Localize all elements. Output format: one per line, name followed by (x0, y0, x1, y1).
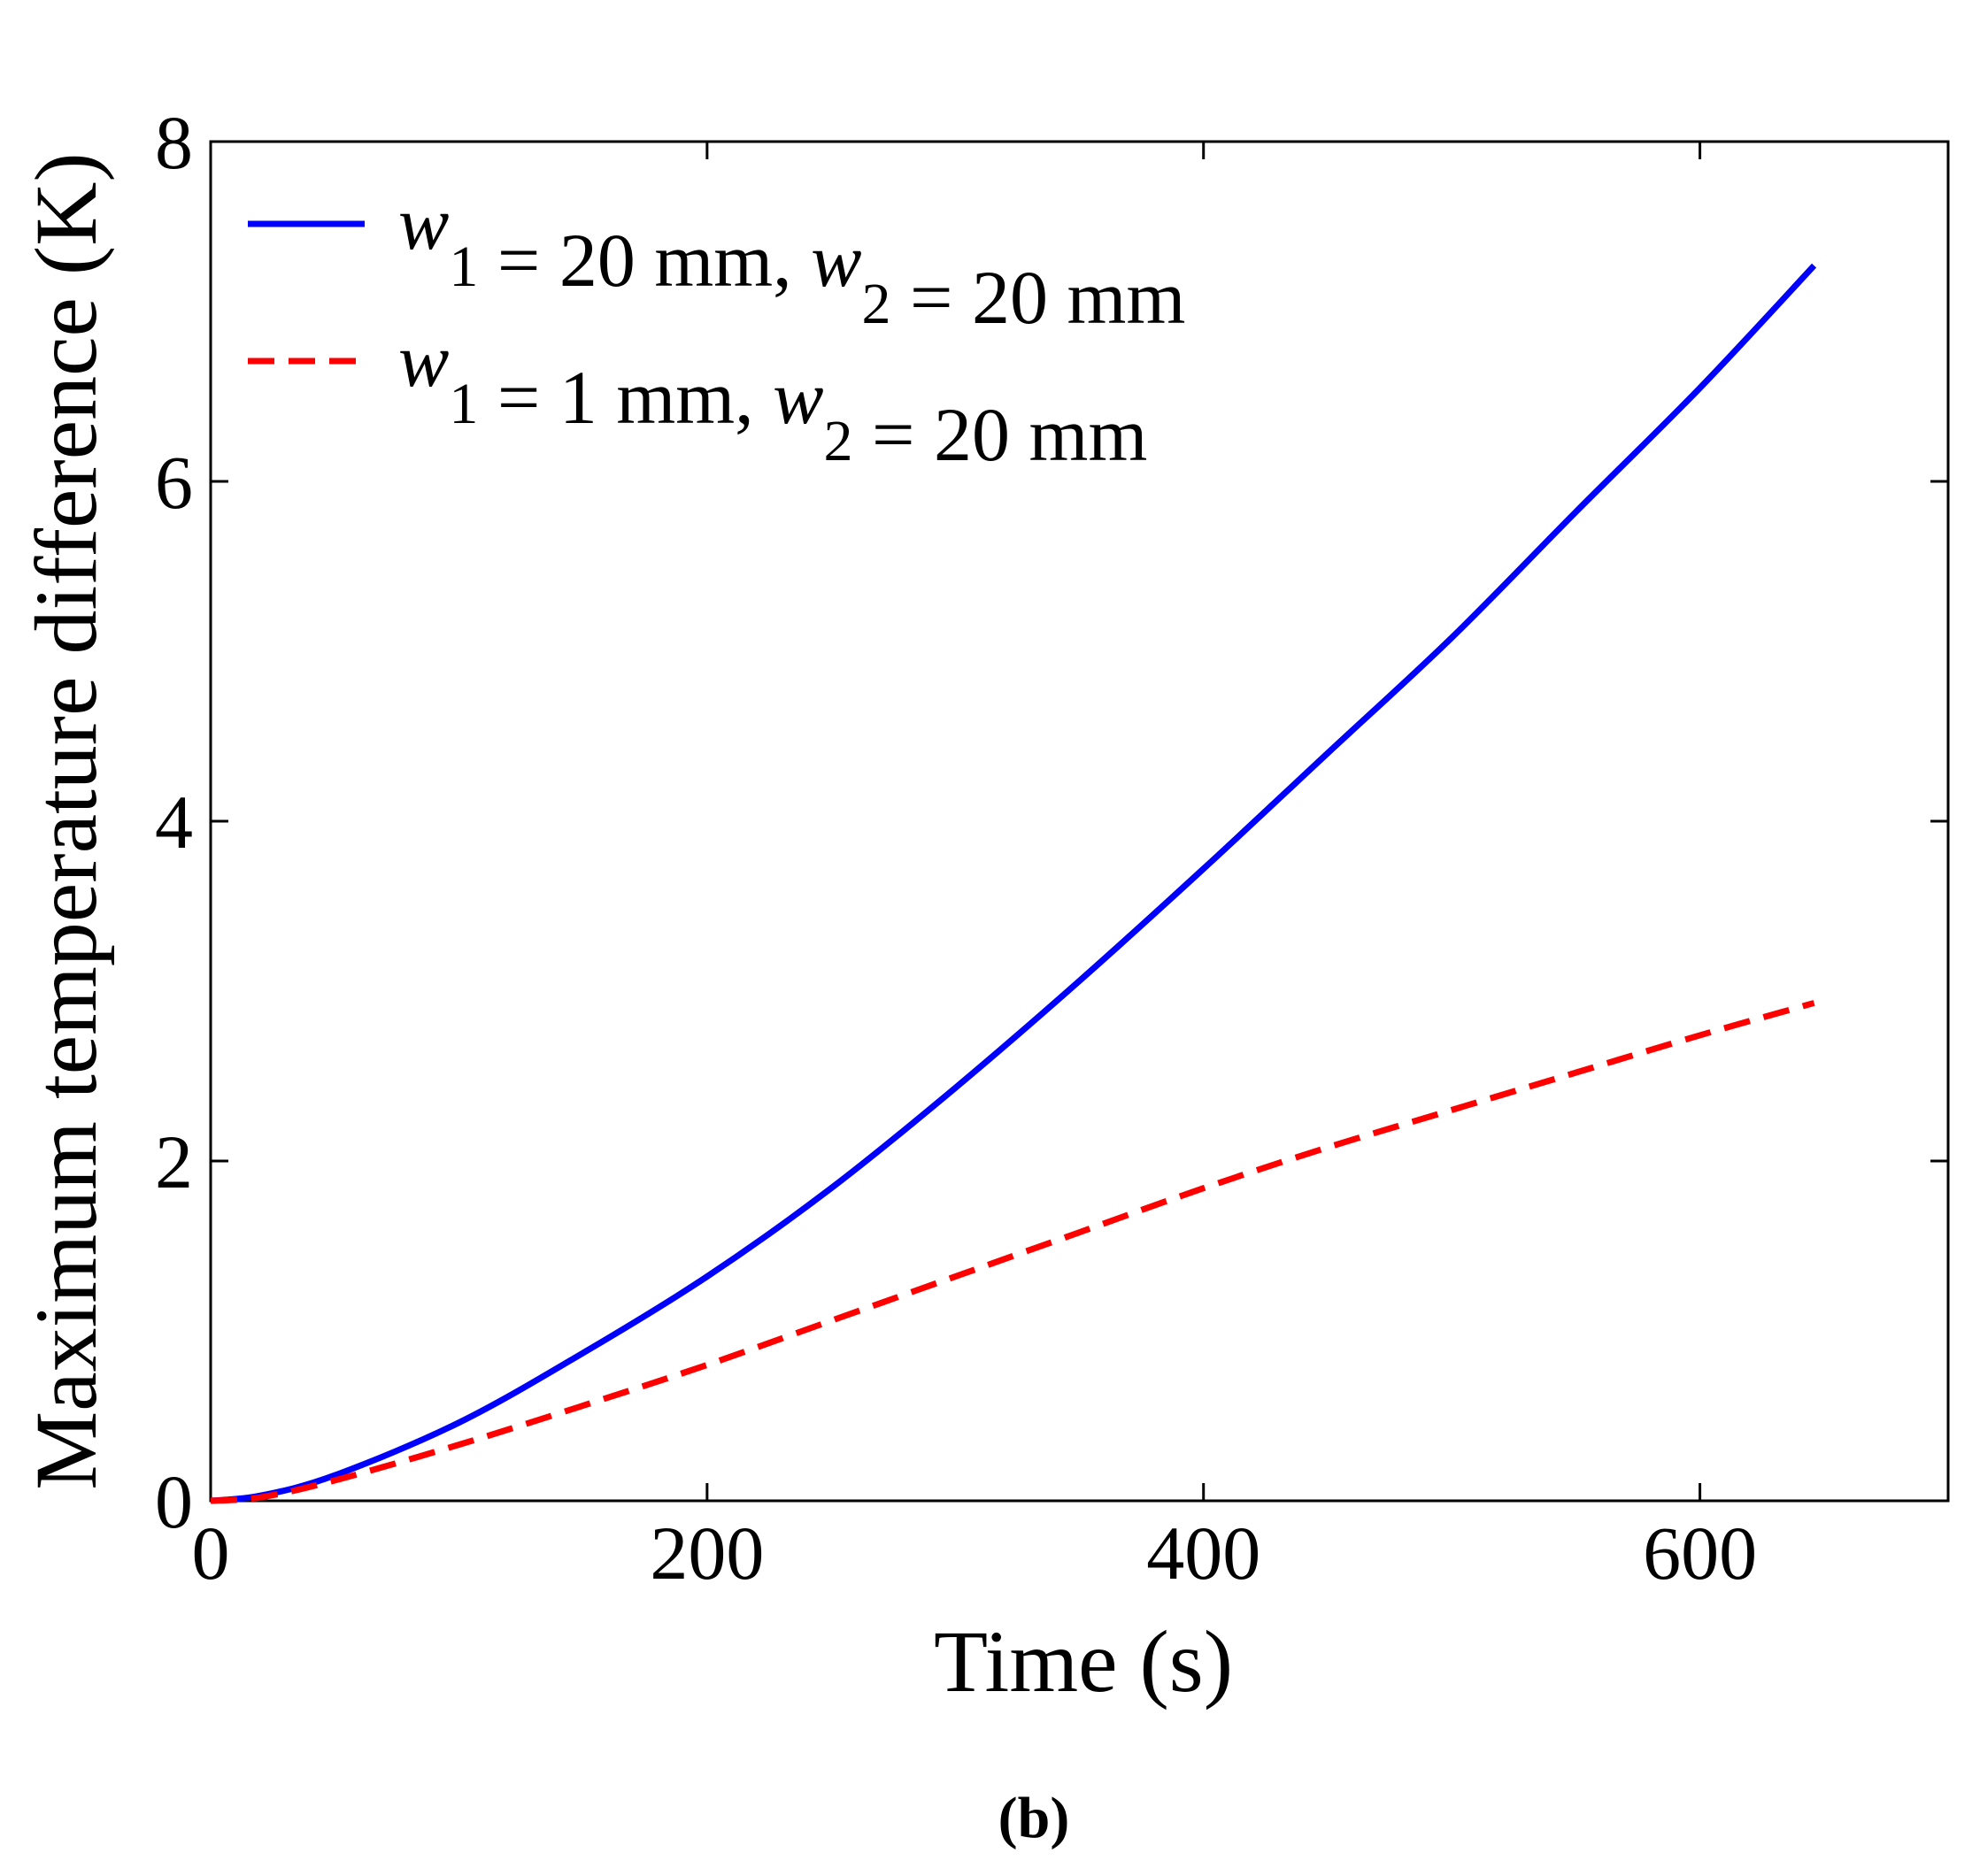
y-tick-label: 8 (155, 100, 193, 185)
series-line-2 (210, 1000, 1815, 1504)
series-line-1 (210, 263, 1817, 1504)
panel-label: (b) (998, 1786, 1070, 1850)
y-tick-label: 0 (155, 1459, 193, 1544)
y-axis-title: Maximum temperature difference (K) (17, 152, 115, 1489)
x-tick-label: 600 (1643, 1511, 1757, 1595)
y-tick-label: 4 (155, 780, 193, 865)
plot-frame (209, 140, 1950, 1503)
y-tick-label: 2 (155, 1119, 193, 1204)
ticks: 0 200 400 600 0 2 4 6 8 (155, 100, 1948, 1595)
legend-label-2: w1 = 1 mm, w2 = 20 mm (398, 318, 1147, 477)
x-tick-label: 200 (650, 1511, 764, 1595)
legend-label-1: w1 = 20 mm, w2 = 20 mm (398, 181, 1185, 340)
series-group (210, 263, 1817, 1504)
x-tick-label: 0 (192, 1511, 230, 1595)
x-axis-title: Time (s) (934, 1612, 1233, 1711)
x-tick-label: 400 (1146, 1511, 1260, 1595)
y-tick-label: 6 (155, 440, 193, 525)
